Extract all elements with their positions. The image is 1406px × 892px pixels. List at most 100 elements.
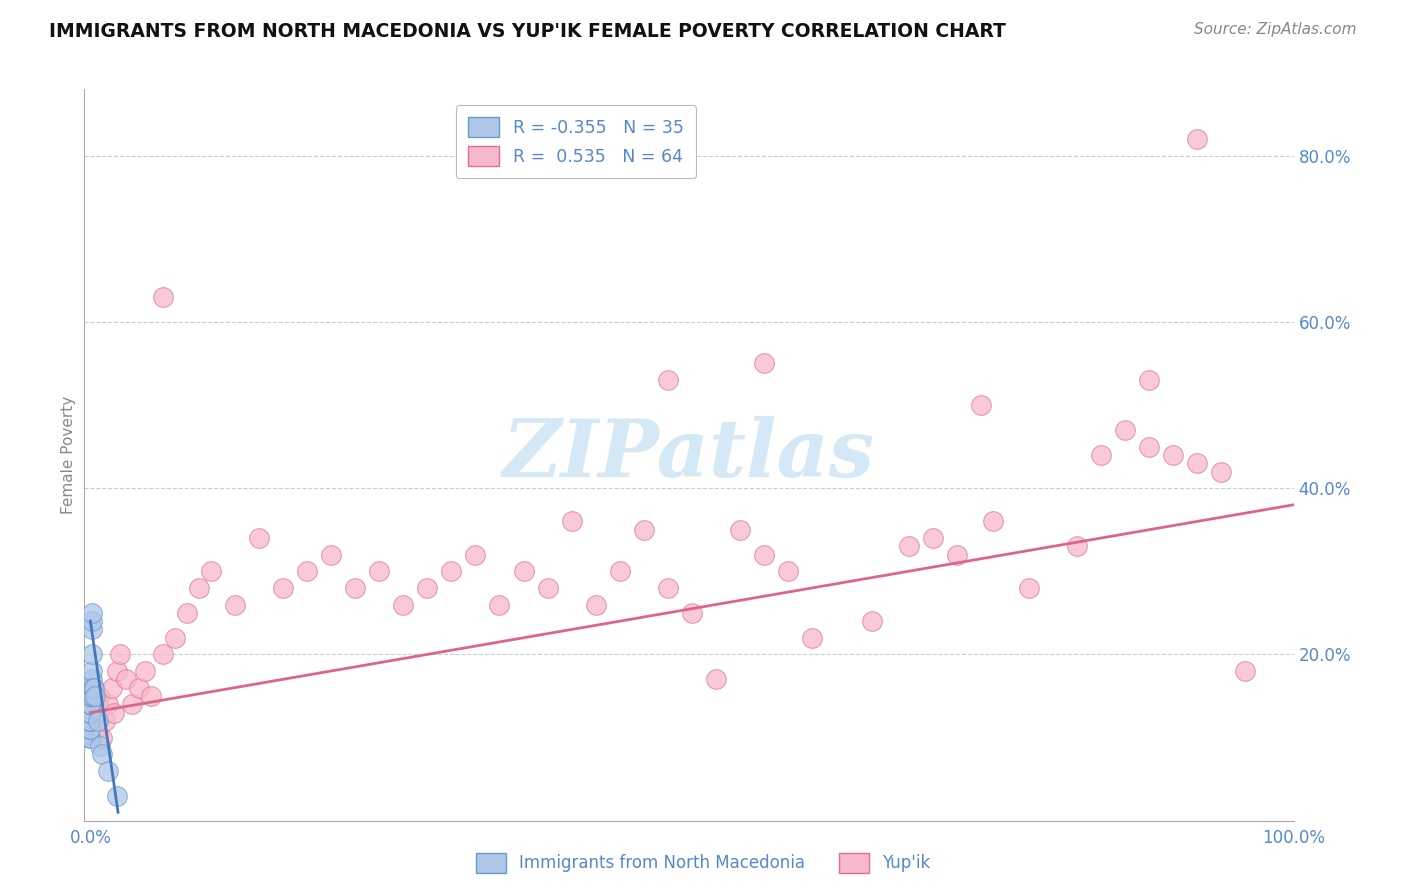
Point <box>801 631 824 645</box>
Point <box>633 523 655 537</box>
Text: Source: ZipAtlas.com: Source: ZipAtlas.com <box>1194 22 1357 37</box>
Point <box>94 714 117 728</box>
Point <box>84 689 107 703</box>
Point <box>79 698 101 712</box>
Point <box>110 648 132 662</box>
Point <box>440 564 463 578</box>
Point <box>82 681 104 695</box>
Point <box>79 689 101 703</box>
Point <box>1066 539 1088 553</box>
Point <box>1234 664 1257 678</box>
Point <box>295 564 318 578</box>
Point <box>80 606 103 620</box>
Point <box>80 623 103 637</box>
Point <box>79 714 101 728</box>
Point <box>79 706 101 720</box>
Point <box>1187 456 1209 470</box>
Point <box>1114 423 1136 437</box>
Point <box>945 548 967 562</box>
Point <box>79 706 101 720</box>
Point <box>512 564 534 578</box>
Point <box>103 706 125 720</box>
Point <box>224 598 246 612</box>
Point <box>83 706 105 720</box>
Point <box>1137 373 1160 387</box>
Point <box>79 681 101 695</box>
Point <box>752 548 775 562</box>
Point <box>139 689 162 703</box>
Point <box>86 723 108 737</box>
Point <box>79 698 101 712</box>
Point <box>657 373 679 387</box>
Point <box>681 606 703 620</box>
Point <box>105 789 128 803</box>
Point <box>247 531 270 545</box>
Point <box>79 723 101 737</box>
Point <box>1137 440 1160 454</box>
Point <box>80 673 103 687</box>
Y-axis label: Female Poverty: Female Poverty <box>60 396 76 514</box>
Point <box>536 581 558 595</box>
Point <box>79 698 101 712</box>
Point <box>585 598 607 612</box>
Point <box>128 681 150 695</box>
Point <box>79 731 101 745</box>
Point <box>1211 465 1233 479</box>
Point <box>187 581 209 595</box>
Point <box>368 564 391 578</box>
Point <box>121 698 143 712</box>
Point <box>79 714 101 728</box>
Point <box>344 581 367 595</box>
Point <box>778 564 800 578</box>
Point <box>79 681 101 695</box>
Legend: Immigrants from North Macedonia, Yup'ik: Immigrants from North Macedonia, Yup'ik <box>470 847 936 880</box>
Point <box>105 664 128 678</box>
Point <box>392 598 415 612</box>
Point <box>1090 448 1112 462</box>
Point <box>115 673 138 687</box>
Point <box>200 564 222 578</box>
Point <box>101 681 124 695</box>
Point <box>79 706 101 720</box>
Point <box>657 581 679 595</box>
Point <box>82 714 104 728</box>
Point <box>752 356 775 370</box>
Point <box>728 523 751 537</box>
Point <box>464 548 486 562</box>
Point <box>79 689 101 703</box>
Point <box>134 664 156 678</box>
Point <box>981 515 1004 529</box>
Point <box>83 681 105 695</box>
Point <box>1018 581 1040 595</box>
Point <box>79 706 101 720</box>
Legend: R = -0.355   N = 35, R =  0.535   N = 64: R = -0.355 N = 35, R = 0.535 N = 64 <box>456 105 696 178</box>
Point <box>163 631 186 645</box>
Point <box>89 739 111 753</box>
Point <box>152 648 174 662</box>
Point <box>416 581 439 595</box>
Point <box>921 531 943 545</box>
Point <box>80 731 103 745</box>
Point <box>79 689 101 703</box>
Point <box>80 614 103 628</box>
Point <box>86 714 108 728</box>
Point <box>79 731 101 745</box>
Point <box>80 648 103 662</box>
Point <box>79 698 101 712</box>
Point <box>488 598 510 612</box>
Point <box>561 515 583 529</box>
Point <box>152 290 174 304</box>
Point <box>609 564 631 578</box>
Point <box>80 664 103 678</box>
Point <box>860 614 883 628</box>
Point <box>87 689 110 703</box>
Point <box>79 698 101 712</box>
Point <box>86 698 108 712</box>
Point <box>704 673 727 687</box>
Text: IMMIGRANTS FROM NORTH MACEDONIA VS YUP'IK FEMALE POVERTY CORRELATION CHART: IMMIGRANTS FROM NORTH MACEDONIA VS YUP'I… <box>49 22 1007 41</box>
Point <box>970 398 993 412</box>
Point <box>83 681 105 695</box>
Text: ZIPatlas: ZIPatlas <box>503 417 875 493</box>
Point <box>97 698 120 712</box>
Point <box>79 723 101 737</box>
